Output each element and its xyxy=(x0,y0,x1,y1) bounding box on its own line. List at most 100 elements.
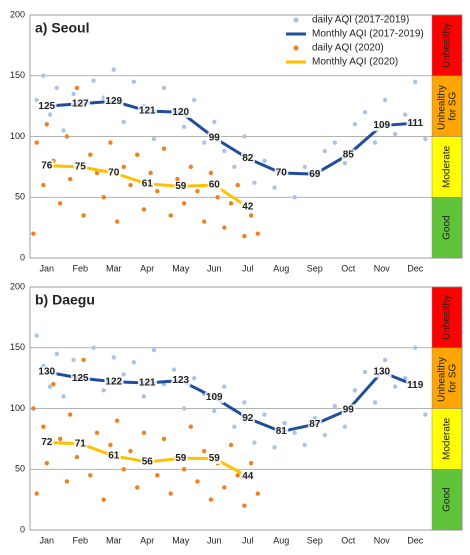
daily-point xyxy=(235,473,240,478)
daily-point xyxy=(181,467,187,472)
daily-point xyxy=(215,195,220,200)
daily-point xyxy=(423,136,428,142)
daily-point xyxy=(332,140,338,145)
daily-point xyxy=(128,182,133,188)
daily-point xyxy=(252,440,257,445)
data-label-bg xyxy=(140,178,155,190)
daily-point xyxy=(413,345,418,350)
data-label-bg xyxy=(274,167,289,179)
daily-point xyxy=(101,195,106,200)
daily-point xyxy=(47,112,53,117)
x-tick-label: Dec xyxy=(407,535,424,545)
data-label-bg xyxy=(207,452,222,464)
data-label-bg xyxy=(140,456,155,468)
daily-point xyxy=(135,485,140,490)
daily-point xyxy=(155,473,160,478)
data-label: 59 xyxy=(209,453,221,464)
daily-point xyxy=(121,164,127,170)
daily-point xyxy=(108,442,113,448)
data-label-bg xyxy=(107,167,121,179)
x-tick-label: Nov xyxy=(374,263,391,273)
daily-point xyxy=(54,351,59,357)
daily-point xyxy=(108,140,113,145)
daily-point xyxy=(34,333,39,338)
daily-point xyxy=(57,201,63,206)
data-label: 120 xyxy=(172,107,189,118)
data-label-bg xyxy=(274,426,289,438)
daily-point xyxy=(44,460,49,466)
x-tick-label: Sep xyxy=(307,535,323,545)
data-label: 122 xyxy=(105,376,122,387)
daily-point xyxy=(181,406,187,411)
daily-point xyxy=(248,213,254,218)
data-label-bg xyxy=(104,95,124,107)
daily-point xyxy=(202,140,207,145)
aqi-band xyxy=(431,347,463,409)
daily-point xyxy=(181,124,187,129)
band-label: Good xyxy=(442,487,453,511)
data-label-bg xyxy=(207,132,222,144)
x-tick-label: May xyxy=(172,535,190,545)
daily-point xyxy=(403,112,408,117)
y-tick-label: 150 xyxy=(10,342,25,352)
daily-point xyxy=(362,369,368,375)
data-label-bg xyxy=(37,366,57,378)
data-label: 61 xyxy=(142,179,154,190)
daily-point xyxy=(81,213,86,218)
daily-point xyxy=(242,233,247,239)
aqi-band xyxy=(431,286,463,348)
x-tick-label: Apr xyxy=(140,263,154,273)
aqi-band xyxy=(431,408,463,470)
daily-point xyxy=(161,436,167,442)
data-label-bg xyxy=(241,201,255,213)
data-label-bg xyxy=(174,180,188,192)
daily-point xyxy=(188,164,193,170)
data-label-bg xyxy=(372,366,392,378)
daily-point xyxy=(352,388,358,393)
daily-point xyxy=(292,195,297,200)
x-tick-label: Oct xyxy=(341,535,356,545)
daily-point xyxy=(195,479,200,484)
plot-frame xyxy=(29,14,463,259)
daily-point xyxy=(195,188,200,194)
x-tick-label: Jan xyxy=(39,535,54,545)
daily-point xyxy=(191,375,197,381)
legend-label: daily AQI (2017-2019) xyxy=(312,15,409,26)
y-tick-label: 50 xyxy=(15,464,25,474)
daily-point xyxy=(212,408,217,414)
data-label: 81 xyxy=(276,426,288,437)
daily-point xyxy=(272,185,277,190)
daily-point xyxy=(235,182,240,188)
data-label-bg xyxy=(73,438,88,450)
daily-point xyxy=(54,85,59,91)
data-label: 109 xyxy=(373,120,390,131)
daily-point xyxy=(202,219,207,224)
daily-point xyxy=(31,231,36,236)
daily-point xyxy=(151,136,157,142)
daily-point xyxy=(252,180,257,185)
daily-point xyxy=(131,360,137,365)
band-label: Good xyxy=(442,215,453,239)
daily-point xyxy=(181,201,187,206)
daily-point xyxy=(41,182,46,188)
aqi-band xyxy=(431,75,463,137)
data-label: 121 xyxy=(139,378,156,389)
daily-point xyxy=(208,170,214,176)
data-label: 123 xyxy=(172,375,189,386)
data-label: 70 xyxy=(108,168,120,179)
daily-point xyxy=(81,357,86,363)
y-tick-label: 100 xyxy=(10,131,25,141)
daily-point xyxy=(382,97,388,103)
data-label: 127 xyxy=(72,98,89,109)
daily-point xyxy=(262,158,267,163)
daily-point xyxy=(57,436,63,442)
daily-point xyxy=(161,85,167,91)
legend-marker xyxy=(293,17,299,23)
daily-point xyxy=(121,119,127,125)
daily-point xyxy=(61,394,66,399)
data-label-bg xyxy=(40,160,54,172)
band-label: Moderate xyxy=(442,145,453,188)
data-label: 111 xyxy=(407,118,423,129)
aqi-band xyxy=(431,197,463,259)
data-label-bg xyxy=(104,376,124,388)
